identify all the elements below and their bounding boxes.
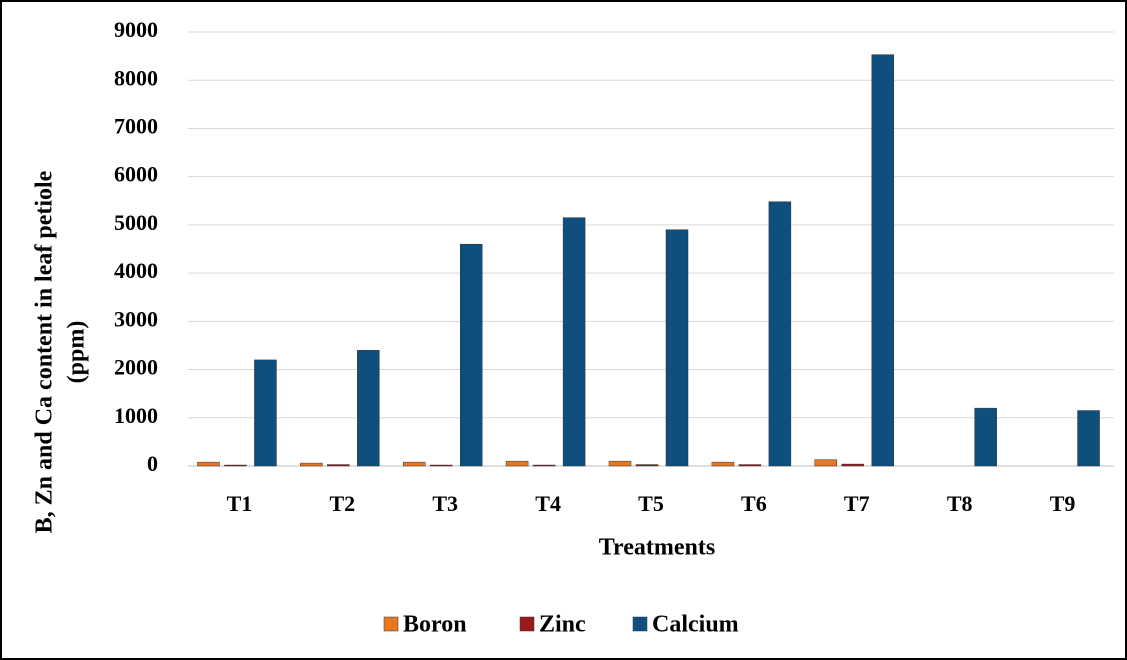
- bar: [459, 243, 483, 467]
- bar: [814, 459, 838, 467]
- y-tick-label: 6000: [114, 162, 158, 187]
- bar: [738, 464, 762, 467]
- legend-label: Boron: [403, 612, 467, 638]
- legend-label: Calcium: [652, 612, 739, 638]
- x-tick-label: T6: [741, 491, 767, 516]
- legend-swatch: [519, 616, 535, 632]
- bar: [1077, 410, 1100, 467]
- bar: [505, 460, 529, 467]
- x-tick-label: T9: [1050, 491, 1076, 516]
- bar: [608, 460, 632, 467]
- x-tick-label: T8: [947, 491, 973, 516]
- bar: [562, 217, 586, 467]
- y-tick-label: 5000: [114, 210, 158, 235]
- x-tick-label: T2: [329, 491, 355, 516]
- x-axis-title: Treatments: [599, 535, 715, 561]
- bar: [197, 461, 220, 467]
- legend-swatch: [383, 616, 399, 632]
- x-tick-label: T1: [227, 491, 253, 516]
- y-axis-title-line: B, Zn and Ca content in leaf petiole: [32, 170, 58, 533]
- y-axis-title-line: (ppm): [64, 321, 90, 384]
- y-axis-title: B, Zn and Ca content in leaf petiole (pp…: [32, 170, 90, 533]
- legend-swatch: [632, 616, 648, 632]
- bar: [357, 350, 380, 467]
- bar: [402, 461, 426, 467]
- bar: [768, 201, 792, 467]
- x-tick-label: T5: [638, 491, 664, 516]
- bar: [665, 229, 689, 467]
- y-tick-label: 3000: [114, 306, 158, 331]
- x-tick-label: T7: [844, 491, 870, 516]
- x-tick-label: T4: [535, 491, 561, 516]
- bar: [841, 463, 865, 467]
- y-tick-label: 4000: [114, 258, 158, 283]
- bar: [532, 464, 556, 467]
- bar: [871, 54, 895, 467]
- bar: [429, 464, 453, 467]
- y-tick-label: 8000: [114, 65, 158, 90]
- y-tick-label: 1000: [114, 403, 158, 428]
- bar: [254, 359, 277, 467]
- x-tick-label: T3: [432, 491, 458, 516]
- y-tick-label: 2000: [114, 355, 158, 380]
- bar: [974, 407, 997, 467]
- bar: [224, 464, 247, 467]
- y-tick-label: 0: [147, 451, 158, 476]
- bar: [300, 462, 323, 467]
- bar: [711, 461, 735, 467]
- bar: [327, 464, 350, 467]
- y-tick-label: 9000: [114, 17, 158, 42]
- legend-label: Zinc: [539, 612, 586, 638]
- y-tick-label: 7000: [114, 113, 158, 138]
- bar: [635, 464, 659, 467]
